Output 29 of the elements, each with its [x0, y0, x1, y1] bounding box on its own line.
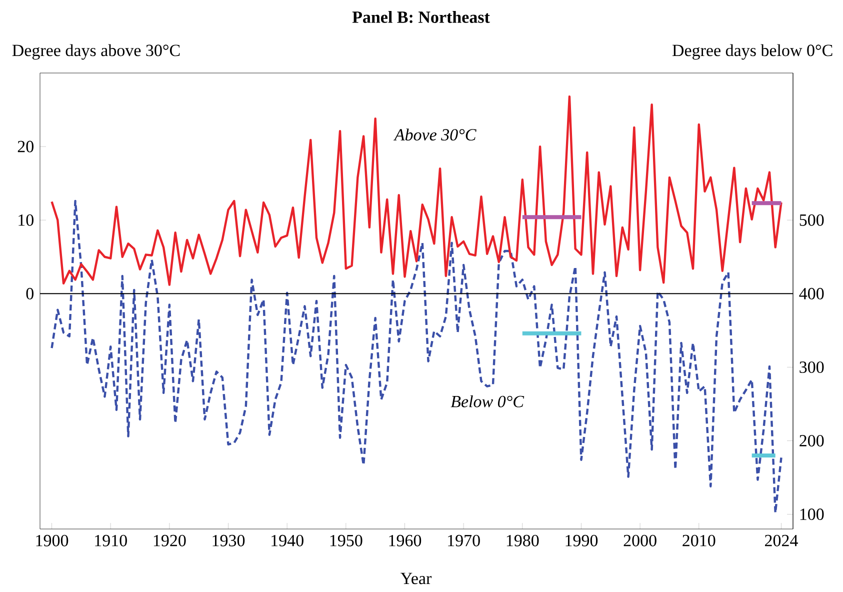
series-label: Below 0°C: [450, 395, 524, 408]
x-tick-label: 1910: [95, 534, 127, 546]
x-tick-label: 1990: [566, 534, 598, 546]
y-tick-label: 10: [18, 214, 34, 226]
x-tick-label: 2000: [624, 534, 656, 546]
x-tick-label: 1900: [36, 534, 68, 546]
x-tick-label: 1920: [154, 534, 186, 546]
x-tick-label: 1960: [389, 534, 422, 546]
line-series: [50, 200, 782, 514]
x-tick-label: 2024: [764, 534, 798, 546]
x-tick-label: 2010: [682, 534, 716, 546]
y2-axis-title: Degree days below 0°C: [672, 44, 832, 60]
y2-tick-label: 200: [800, 435, 824, 446]
chart-title: Panel B: Northeast: [352, 10, 490, 24]
line-series: [50, 95, 782, 286]
x-tick-label: 1950: [330, 534, 362, 546]
y-axis-title: Degree days above 30°C: [12, 44, 180, 60]
y2-tick-label: 100: [800, 508, 824, 520]
y2-tick-label: 300: [800, 361, 824, 373]
series-label: Above 30°C: [393, 128, 476, 141]
y-tick-label: 20: [18, 140, 34, 152]
x-tick-label: 1940: [272, 534, 304, 546]
y2-tick-label: 500: [800, 214, 824, 226]
y2-tick-label: 400: [799, 288, 824, 300]
x-tick-label: 1930: [212, 534, 245, 546]
x-tick-label: 1980: [506, 534, 539, 546]
x-axis-title: Year: [400, 572, 432, 584]
x-tick-label: 1970: [448, 534, 480, 546]
y-tick-label: 0: [26, 288, 34, 300]
